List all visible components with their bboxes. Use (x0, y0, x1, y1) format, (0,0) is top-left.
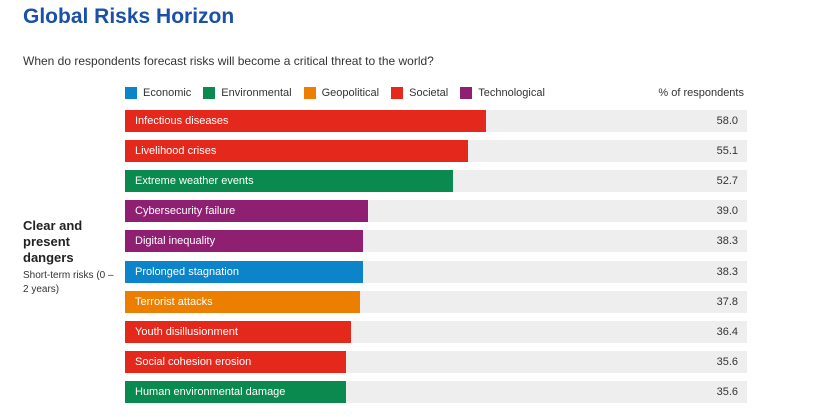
bar-extreme-weather-events (125, 170, 453, 192)
value-label-infectious-diseases: 58.0 (716, 115, 738, 127)
legend-label-geopolitical: Geopolitical (321, 87, 380, 99)
bar-label-digital-inequality: Digital inequality (135, 235, 216, 247)
bar-label-youth-disillusionment: Youth disillusionment (135, 326, 238, 338)
legend-swatch-environmental (203, 87, 216, 99)
bar-human-environmental-damage (125, 381, 347, 403)
legend-item-geopolitical: Geopolitical (303, 87, 380, 99)
bar-prolonged-stagnation (125, 261, 364, 283)
legend-item-economic: Economic (125, 87, 191, 99)
legend-swatch-geopolitical (303, 87, 316, 99)
bar-terrorist-attacks (125, 291, 361, 313)
value-label-terrorist-attacks: 37.8 (716, 296, 738, 308)
legend-label-economic: Economic (143, 87, 192, 99)
bar-label-terrorist-attacks: Terrorist attacks (135, 296, 213, 308)
value-label-youth-disillusionment: 36.4 (716, 326, 738, 338)
bar-label-extreme-weather-events: Extreme weather events (135, 175, 254, 187)
legend-item-environmental: Environmental (203, 87, 292, 99)
legend-swatch-technological (460, 87, 473, 99)
bar-label-social-cohesion-erosion: Social cohesion erosion (135, 356, 252, 368)
legend: Economic Environmental Geopolitical Soci… (125, 86, 557, 100)
legend-label-technological: Technological (478, 87, 545, 99)
legend-label-societal: Societal (409, 87, 449, 99)
value-label-human-environmental-damage: 35.6 (716, 386, 738, 398)
legend-item-societal: Societal (391, 87, 448, 99)
page-title: Global Risks Horizon (23, 5, 235, 28)
value-label-digital-inequality: 38.3 (716, 235, 738, 247)
legend-item-technological: Technological (460, 87, 545, 99)
bar-livelihood-crises (125, 140, 468, 162)
legend-swatch-societal (391, 87, 404, 99)
group-title: Clear and present dangers (23, 218, 83, 265)
value-label-social-cohesion-erosion: 35.6 (716, 356, 738, 368)
bar-youth-disillusionment (125, 321, 352, 343)
legend-label-environmental: Environmental (221, 87, 292, 99)
bar-label-cybersecurity-failure: Cybersecurity failure (135, 205, 236, 217)
value-label-cybersecurity-failure: 39.0 (716, 205, 738, 217)
bar-infectious-diseases (125, 110, 486, 132)
bar-label-prolonged-stagnation: Prolonged stagnation (135, 266, 239, 278)
value-label-prolonged-stagnation: 38.3 (716, 266, 738, 278)
value-label-livelihood-crises: 55.1 (716, 145, 738, 157)
bar-cybersecurity-failure (125, 200, 368, 222)
bar-label-human-environmental-damage: Human environmental damage (135, 386, 286, 398)
value-label-extreme-weather-events: 52.7 (716, 175, 738, 187)
bar-digital-inequality (125, 230, 364, 252)
bar-social-cohesion-erosion (125, 351, 347, 373)
bar-label-livelihood-crises: Livelihood crises (135, 145, 217, 157)
group-subtitle: Short-term risks (0 – 2 years) (23, 270, 114, 295)
chart-subtitle: When do respondents forecast risks will … (23, 54, 434, 68)
value-column-header: % of respondents (658, 87, 744, 99)
legend-swatch-economic (125, 87, 137, 99)
bar-label-infectious-diseases: Infectious diseases (135, 115, 229, 127)
